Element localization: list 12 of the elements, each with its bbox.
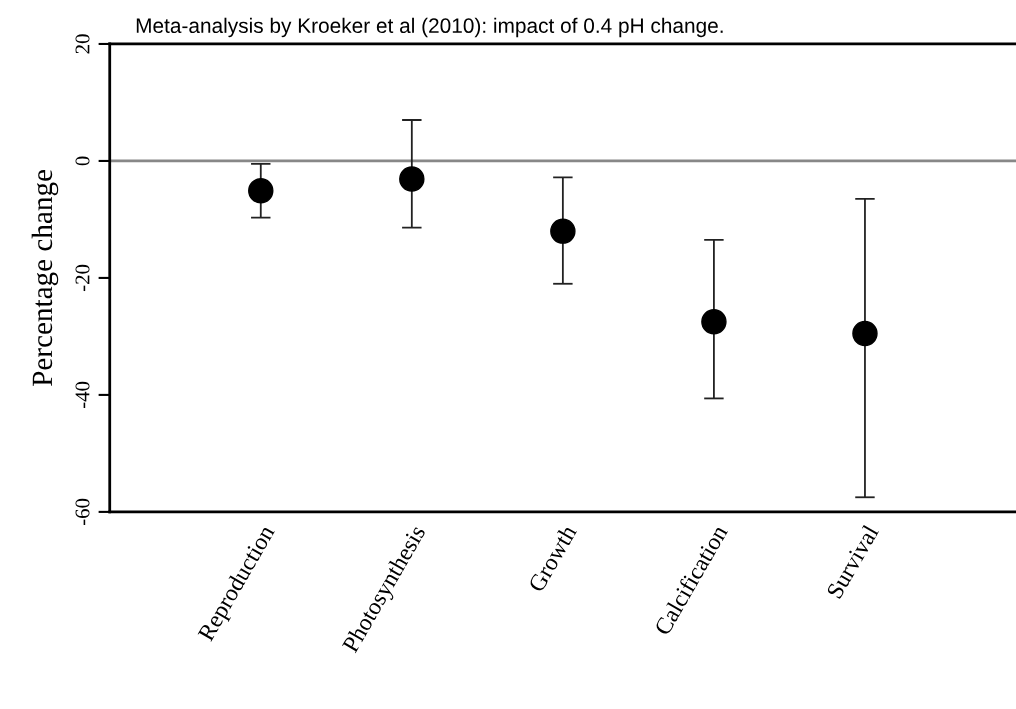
y-axis-title: Percentage change <box>31 170 59 386</box>
point <box>248 178 274 204</box>
point <box>399 166 425 192</box>
chart-title: Meta-analysis by Kroeker et al (2010): impact of 0.4 pH change. <box>136 17 723 38</box>
y-tick-label: -40 <box>75 381 90 409</box>
y-tick-label: 0 <box>75 156 90 166</box>
y-tick-label: 20 <box>75 34 90 54</box>
point <box>852 320 878 347</box>
y-tick-label: -60 <box>75 498 90 526</box>
y-tick-label: -20 <box>75 264 90 292</box>
point <box>701 309 727 335</box>
point <box>550 218 576 244</box>
